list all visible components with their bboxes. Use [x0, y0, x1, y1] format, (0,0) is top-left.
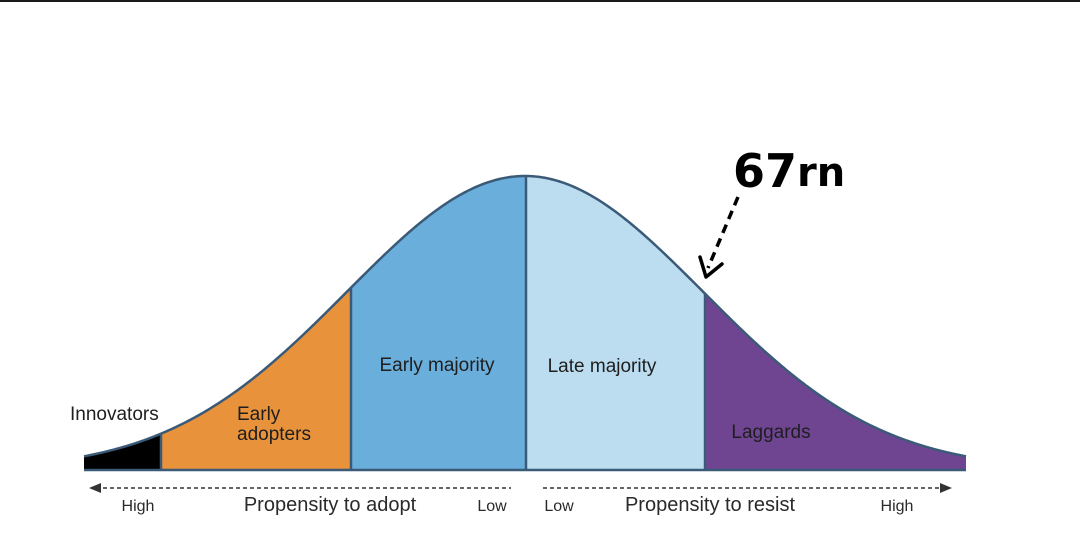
annotation-text: rn — [797, 150, 845, 196]
segment-late-majority — [526, 176, 705, 470]
axis-resist: Low Propensity to resist High — [543, 483, 952, 516]
arrow-left-icon — [89, 483, 101, 493]
axis-adopt-title: Propensity to adopt — [244, 494, 417, 516]
arrow-right-icon — [940, 483, 952, 493]
label-early-adopters-line2: adopters — [237, 424, 311, 445]
top-border-line — [0, 0, 1080, 2]
annotation: 67 rn — [698, 144, 845, 279]
label-laggards: Laggards — [731, 422, 810, 443]
axis-adopt-high: High — [122, 498, 155, 515]
segment-early-majority — [351, 176, 526, 470]
annotation-arrowhead-icon — [698, 255, 724, 279]
segment-dividers — [159, 176, 707, 470]
label-early-adopters: Early adopters — [237, 404, 311, 445]
axis-resist-title: Propensity to resist — [625, 494, 796, 516]
axis-resist-high: High — [881, 498, 914, 515]
curve-fill-group — [84, 176, 966, 470]
label-early-adopters-line1: Early — [237, 404, 281, 425]
label-early-majority: Early majority — [379, 355, 495, 376]
axis-resist-low: Low — [544, 498, 574, 515]
annotation-number: 67 — [733, 144, 797, 198]
bell-curve-outline — [83, 174, 967, 458]
annotation-dashed-arrow — [706, 196, 740, 269]
segment-innovators — [84, 176, 161, 470]
axis-adopt-low: Low — [477, 498, 507, 515]
axis-adopt: High Propensity to adopt Low — [89, 483, 511, 516]
label-late-majority: Late majority — [548, 356, 657, 377]
label-innovators: Innovators — [70, 404, 159, 425]
